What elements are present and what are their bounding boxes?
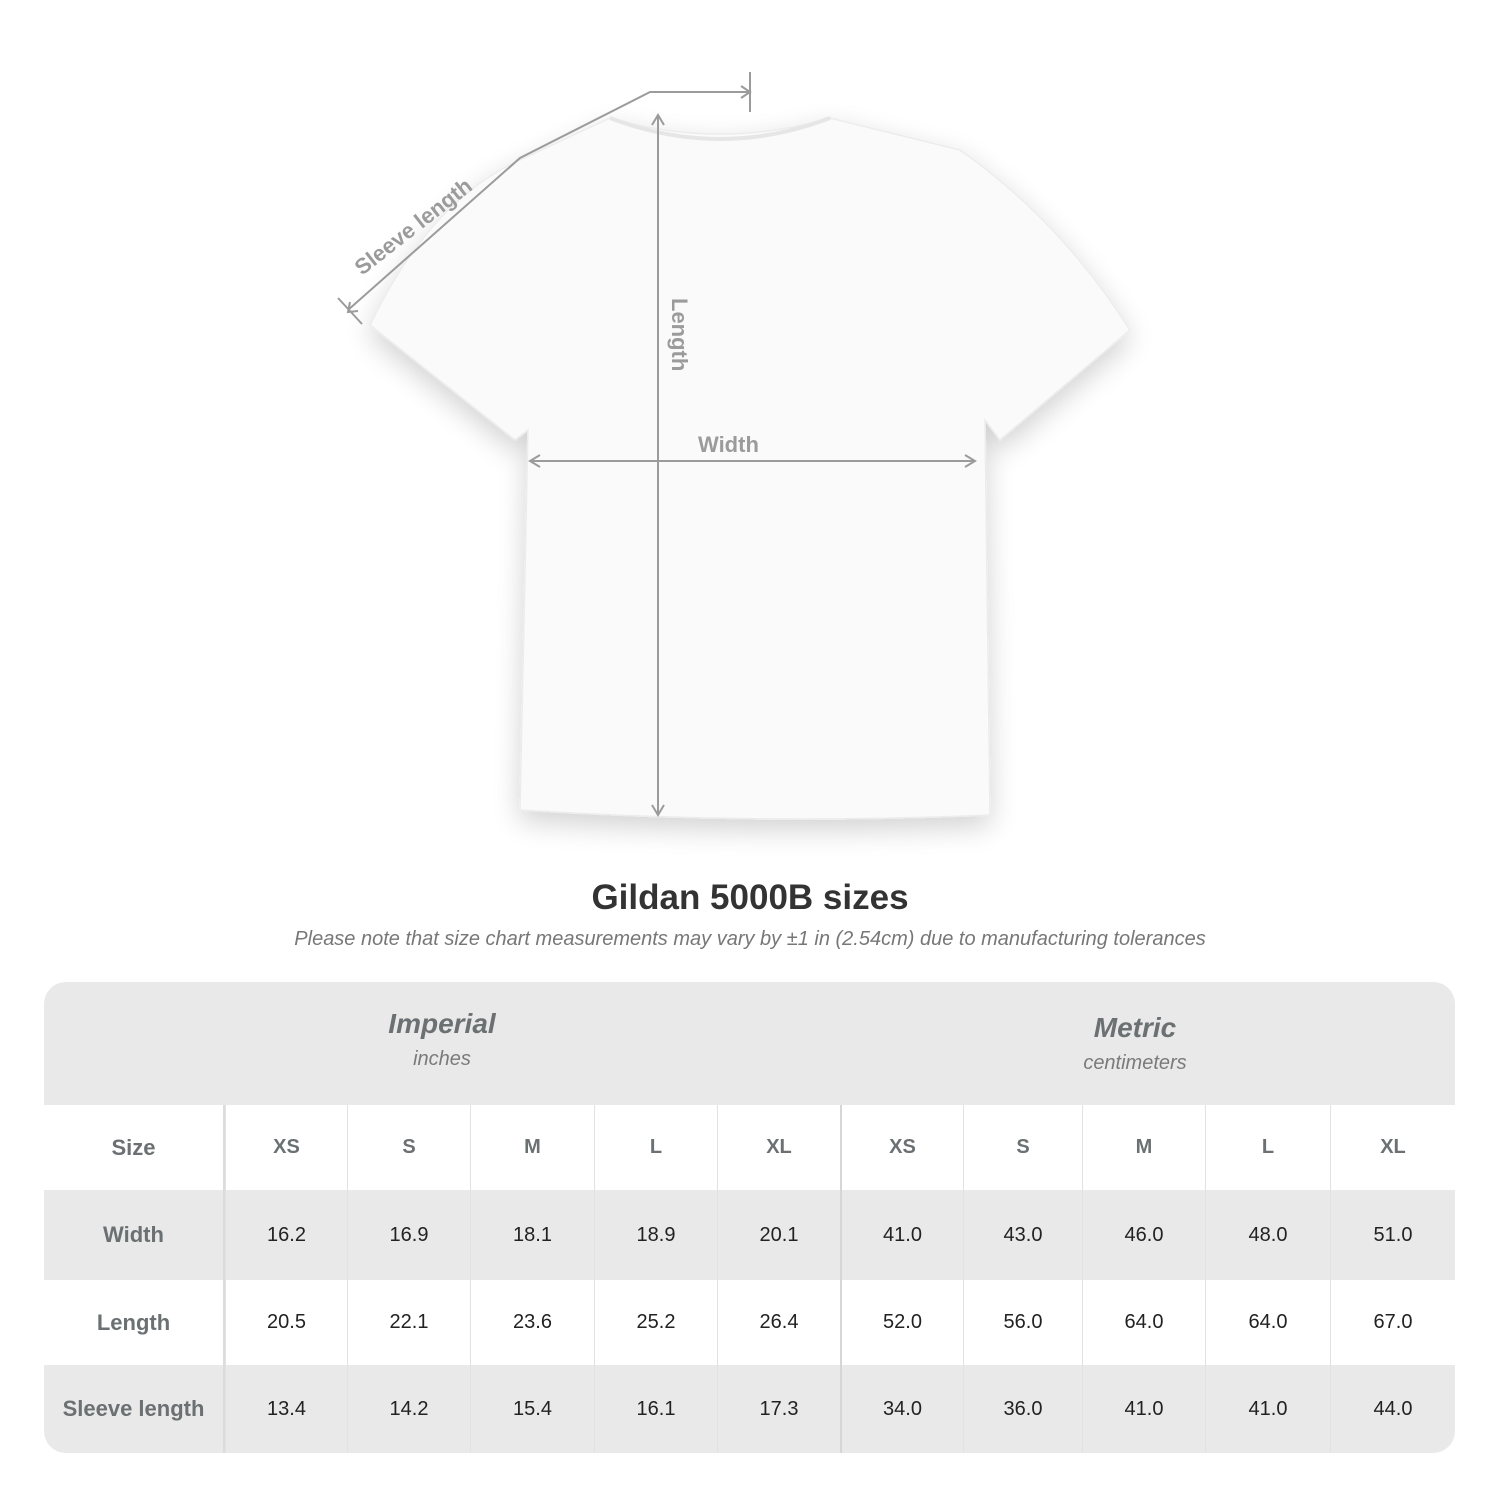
tolerance-note: Please note that size chart measurements… [294, 928, 1206, 950]
value-cell: 36.0 [963, 1365, 1082, 1453]
imperial-unit: inches [413, 1048, 471, 1070]
value-cell: 17.3 [717, 1365, 840, 1453]
row-label: Size [44, 1105, 225, 1190]
metric-unit: centimeters [1083, 1052, 1187, 1074]
size-header: L [594, 1105, 717, 1190]
imperial-group-header: Imperial inches [225, 982, 659, 1131]
size-header: S [963, 1105, 1082, 1190]
table-row: Sleeve length 13.4 14.2 15.4 16.1 17.3 34.0 36.… [44, 1365, 1455, 1453]
value-cell: 43.0 [963, 1190, 1082, 1280]
size-header: XS [840, 1105, 963, 1190]
value-cell: 51.0 [1330, 1190, 1455, 1280]
value-cell: 41.0 [840, 1190, 963, 1280]
size-header: S [347, 1105, 470, 1190]
size-header: XL [717, 1105, 840, 1190]
value-cell: 46.0 [1082, 1190, 1205, 1280]
page-title: Gildan 5000B sizes [591, 878, 909, 917]
tshirt-shape [369, 117, 1131, 820]
table-row: Width 16.2 16.9 18.1 18.9 20.1 41.0 43.0 46.0 48.… [44, 1190, 1455, 1280]
value-cell: 44.0 [1330, 1365, 1455, 1453]
value-cell: 16.2 [225, 1190, 347, 1280]
tshirt-diagram: Sleeve length Length Width [337, 72, 1131, 820]
value-cell: 13.4 [225, 1365, 347, 1453]
value-cell: 64.0 [1082, 1280, 1205, 1365]
value-cell: 48.0 [1205, 1190, 1330, 1280]
header-row: Size XS S M L XL XS S M L XL [44, 1105, 1455, 1190]
value-cell: 52.0 [840, 1280, 963, 1365]
size-header: L [1205, 1105, 1330, 1190]
row-label: Length [44, 1280, 225, 1365]
value-cell: 15.4 [470, 1365, 594, 1453]
value-cell: 25.2 [594, 1280, 717, 1365]
value-cell: 41.0 [1205, 1365, 1330, 1453]
value-cell: 41.0 [1082, 1365, 1205, 1453]
value-cell: 20.5 [225, 1280, 347, 1365]
row-label: Width [44, 1190, 225, 1280]
value-cell: 22.1 [347, 1280, 470, 1365]
metric-group-header: Metric centimeters [840, 982, 1430, 1135]
size-header: XL [1330, 1105, 1455, 1190]
value-cell: 16.1 [594, 1365, 717, 1453]
size-header: M [1082, 1105, 1205, 1190]
value-cell: 18.1 [470, 1190, 594, 1280]
value-cell: 67.0 [1330, 1280, 1455, 1365]
value-cell: 23.6 [470, 1280, 594, 1365]
length-label: Length [667, 298, 692, 371]
measurement-lines [337, 72, 977, 817]
row-label: Sleeve length [44, 1365, 225, 1453]
size-header: M [470, 1105, 594, 1190]
value-cell: 56.0 [963, 1280, 1082, 1365]
value-cell: 18.9 [594, 1190, 717, 1280]
table-row: Length 20.5 22.1 23.6 25.2 26.4 52.0 56.0 64.0 64… [44, 1280, 1455, 1365]
width-label: Width [698, 432, 759, 457]
value-cell: 64.0 [1205, 1280, 1330, 1365]
value-cell: 20.1 [717, 1190, 840, 1280]
value-cell: 14.2 [347, 1365, 470, 1453]
size-table: Imperial inches Metric centimeters Size X… [44, 982, 1455, 1453]
metric-title: Metric [1093, 1012, 1177, 1043]
size-header: XS [225, 1105, 347, 1190]
value-cell: 16.9 [347, 1190, 470, 1280]
imperial-title: Imperial [388, 1008, 496, 1039]
value-cell: 34.0 [840, 1365, 963, 1453]
value-cell: 26.4 [717, 1280, 840, 1365]
